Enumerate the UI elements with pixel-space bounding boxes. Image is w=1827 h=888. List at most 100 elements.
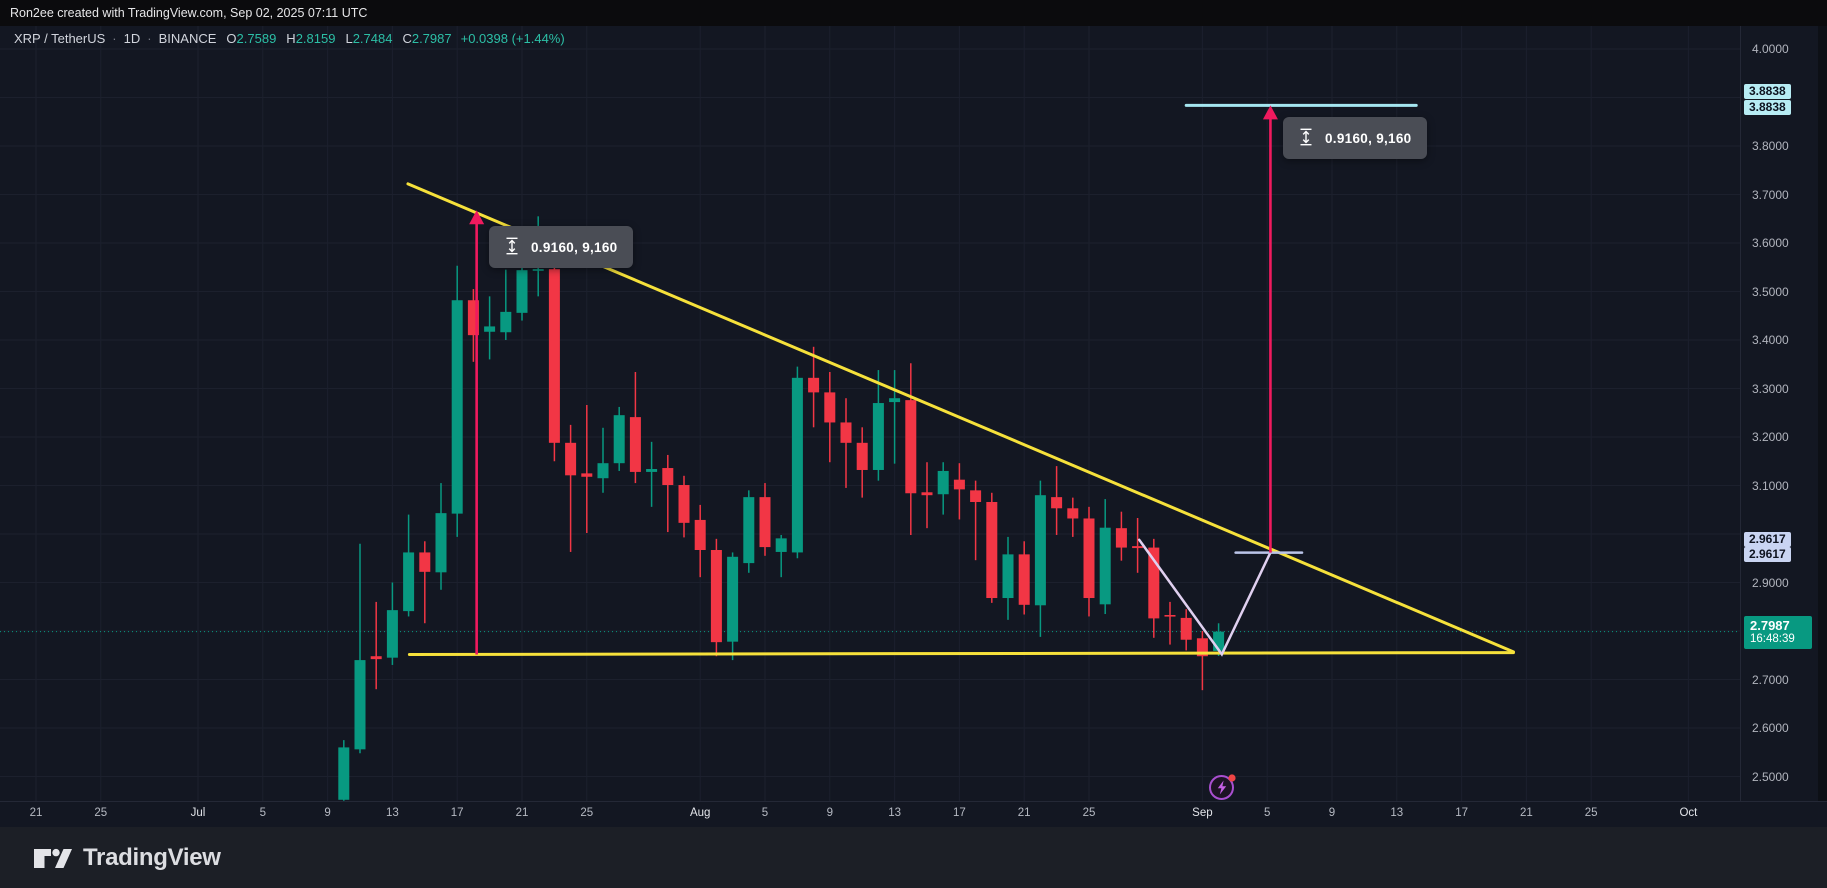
candle-Aug-30 [1164,614,1176,617]
footer-bar: TradingView [0,827,1827,888]
symbol-legend[interactable]: XRP / TetherUS · 1D · BINANCE O2.7589 H2.8159 L… [14,31,565,46]
price-axis-label: 3.7000 [1752,187,1789,202]
time-axis-label: 25 [1082,807,1096,819]
time-axis-label: Aug [689,807,711,819]
measure-arrow-1-head[interactable] [469,210,485,225]
candle-Aug-3 [727,556,739,642]
axis-badge-breakout: 2.9617 [1744,531,1791,547]
time-axis-label: Sep [1192,807,1213,819]
candle-Aug-15 [921,492,933,496]
time-axis-label: 17 [450,807,464,819]
candle-Aug-1 [694,519,706,551]
price-axis-label: 3.8000 [1752,139,1789,153]
candle-Jul-12 [370,656,382,660]
time-axis-label: 25 [1584,807,1598,819]
price-range-icon [505,237,519,258]
candle-Aug-4 [743,497,755,564]
bar-countdown: 16:48:39 [1750,632,1795,645]
time-axis-label: 17 [1455,807,1468,819]
candle-Jul-22 [532,269,544,271]
ohlc-c: C2.7987 [402,31,452,46]
candle-Aug-9 [824,392,836,423]
last-price-value: 2.7987 [1750,617,1790,633]
time-axis-label: 5 [761,807,769,819]
support-trendline[interactable] [407,651,1515,657]
candle-Jul-26 [597,463,609,479]
candle-Jul-10 [338,747,350,800]
candle-Jul-29 [646,469,658,472]
price-axis-label: 2.6000 [1752,721,1789,735]
candle-Aug-2 [710,550,722,643]
price-range-icon [1299,128,1313,149]
candle-Jul-30 [662,468,674,486]
candle-Aug-21 [1018,554,1030,605]
price-axis-label: 3.2000 [1752,430,1789,444]
time-axis-label: 5 [259,807,266,819]
price-axis[interactable] [1740,26,1819,801]
candle-Aug-18 [970,490,982,502]
price-axis-label: 2.9000 [1752,575,1789,590]
candle-Aug-17 [953,479,965,490]
time-axis-label: 13 [1390,807,1404,819]
time-axis-label: 5 [1263,807,1271,819]
candle-Jul-27 [613,415,625,464]
candle-Aug-20 [1002,554,1014,599]
exchange-label: BINANCE [158,31,217,46]
candle-Jul-19 [484,326,496,332]
candle-Aug-26 [1099,527,1111,605]
candle-Aug-7 [791,377,803,553]
time-axis[interactable] [0,801,1827,827]
measure-arrow-2-head[interactable] [1262,105,1278,120]
candle-Sep-1 [1196,638,1208,657]
candle-Aug-5 [759,497,771,548]
candle-Jul-23 [548,269,560,443]
events-flash-icon[interactable] [1205,770,1239,804]
measure-tooltip-1: 0.9160, 9,160 [489,226,634,268]
change-value: +0.0398 (+1.44%) [460,31,565,46]
candle-Aug-31 [1180,617,1192,640]
price-axis-label: 3.1000 [1752,478,1789,493]
candle-Aug-11 [856,442,868,470]
time-axis-label: 21 [515,807,529,819]
symbol-name: XRP / TetherUS [14,31,106,46]
time-axis-label: Jul [190,807,206,819]
measure-tooltip-2: 0.9160, 9,160 [1283,117,1428,159]
candle-Jul-20 [500,311,512,333]
tradingview-logo: TradingView [33,844,221,872]
candle-Aug-6 [775,538,787,552]
candle-Aug-24 [1067,508,1079,519]
candle-Jul-11 [354,660,366,750]
projection-zigzag[interactable] [1137,538,1272,657]
candle-Aug-29 [1148,547,1160,619]
measure-tooltip-text: 0.9160, 9,160 [1325,130,1412,146]
right-edge-strip [1818,26,1827,827]
candle-Jul-18 [467,300,479,336]
candle-Aug-16 [937,470,949,495]
price-axis-label: 4.0000 [1752,42,1789,56]
candle-Jul-17 [451,300,463,514]
notification-dot [1228,774,1236,782]
attribution-text: Ron2ee created with TradingView.com, Sep… [10,6,368,20]
time-axis-label: 25 [94,807,108,819]
candle-Aug-27 [1115,528,1127,548]
candle-Jul-28 [629,417,641,472]
time-axis-label: 9 [324,807,331,819]
candle-Jul-15 [419,552,431,572]
candle-Aug-8 [808,377,820,393]
time-axis-label: 13 [385,807,399,819]
price-axis-label: 3.4000 [1752,333,1789,347]
ohlc-values: O2.7589 H2.8159 L2.7484 C2.7987 [216,31,451,46]
axis-badge-target: 3.8838 [1744,84,1791,100]
time-axis-label: 9 [826,807,833,819]
time-axis-label: 9 [1328,807,1336,819]
candle-Aug-10 [840,422,852,443]
time-axis-label: 13 [888,807,901,819]
candle-Jul-13 [386,610,398,658]
tradingview-logo-icon [34,848,72,868]
candle-Aug-28 [1132,546,1144,549]
measure-tooltip-text: 0.9160, 9,160 [531,239,618,255]
time-axis-label: 21 [1519,807,1533,819]
candle-Aug-14 [905,400,917,494]
price-axis-label: 3.5000 [1752,284,1789,299]
